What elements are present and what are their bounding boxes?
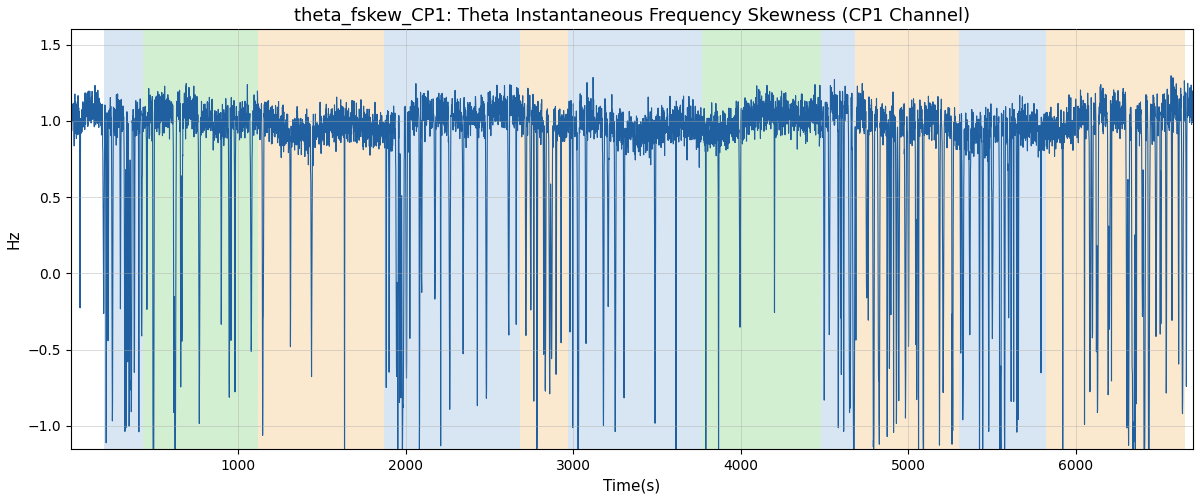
- Bar: [104, 30, 143, 449]
- Title: theta_fskew_CP1: Theta Instantaneous Frequency Skewness (CP1 Channel): theta_fskew_CP1: Theta Instantaneous Fre…: [294, 7, 970, 25]
- Bar: [520, 30, 569, 449]
- Bar: [821, 30, 854, 449]
- X-axis label: Time(s): Time(s): [604, 478, 660, 493]
- Bar: [854, 30, 959, 449]
- Y-axis label: Hz: Hz: [7, 230, 22, 249]
- Bar: [959, 30, 1045, 449]
- Bar: [384, 30, 520, 449]
- Bar: [258, 30, 384, 449]
- Bar: [1045, 30, 1184, 449]
- Bar: [569, 30, 702, 449]
- Bar: [143, 30, 258, 449]
- Bar: [702, 30, 821, 449]
